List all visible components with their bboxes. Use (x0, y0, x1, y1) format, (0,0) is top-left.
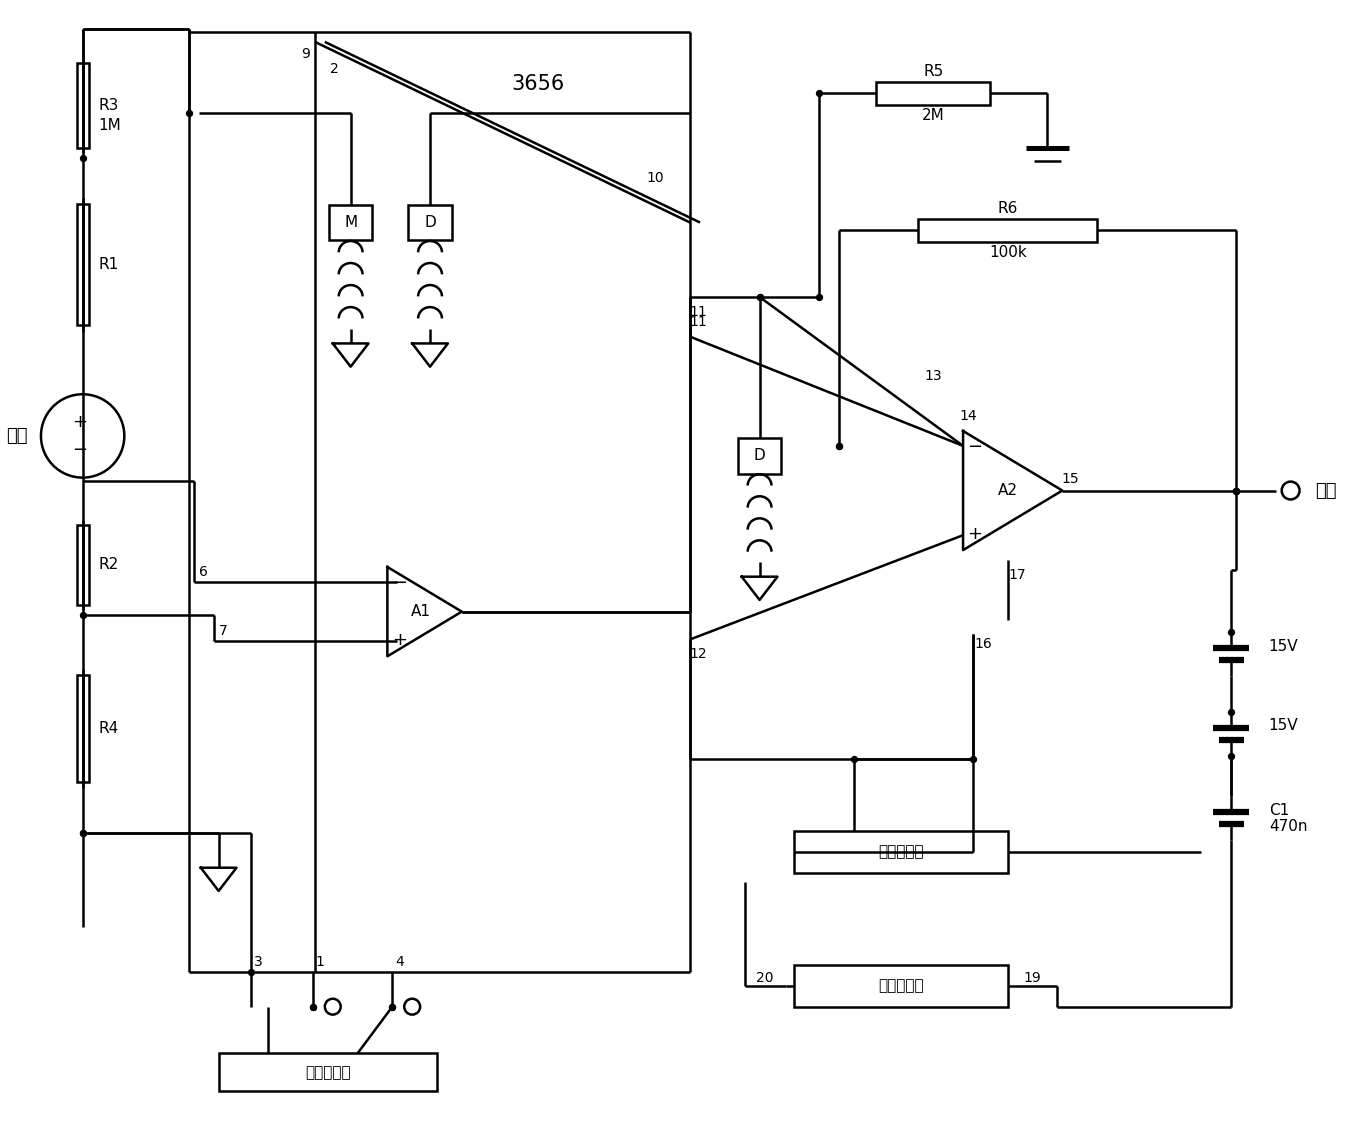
Text: D: D (754, 448, 765, 464)
Bar (408, 204, 452, 240)
Text: 14: 14 (959, 409, 976, 423)
Text: C1: C1 (1269, 803, 1289, 818)
Bar (77, 524, 88, 605)
Text: 输出: 输出 (1316, 482, 1336, 500)
Text: 16: 16 (974, 638, 991, 651)
Text: 输入: 输入 (7, 427, 28, 445)
Text: R6: R6 (998, 201, 1018, 216)
Text: −: − (967, 438, 983, 456)
Bar (876, 82, 990, 106)
Text: −: − (391, 574, 406, 592)
Bar (77, 204, 88, 325)
Text: +: + (391, 631, 406, 649)
Text: 20: 20 (756, 971, 773, 985)
Text: 3656: 3656 (512, 74, 565, 93)
Text: +: + (72, 413, 87, 431)
Text: R1: R1 (99, 257, 119, 272)
Text: 9: 9 (301, 47, 310, 61)
Text: 7: 7 (218, 624, 227, 639)
Text: R5: R5 (923, 64, 944, 79)
Text: R3: R3 (99, 99, 119, 113)
Text: 17: 17 (1009, 568, 1026, 582)
Text: 4: 4 (395, 955, 403, 969)
Bar (77, 675, 88, 783)
Text: D: D (424, 214, 436, 230)
Bar (795, 965, 1007, 1006)
Text: 1: 1 (315, 955, 325, 969)
Text: 470n: 470n (1269, 819, 1307, 833)
Text: R4: R4 (99, 721, 119, 737)
Text: 100k: 100k (988, 245, 1026, 259)
Text: +: + (968, 526, 983, 544)
Text: 2: 2 (330, 62, 338, 75)
Text: 脉冲发生器: 脉冲发生器 (879, 978, 923, 994)
Text: 15: 15 (1062, 472, 1079, 485)
Text: 输入级电源: 输入级电源 (305, 1065, 351, 1079)
Bar (329, 204, 372, 240)
Text: 输出级电源: 输出级电源 (879, 844, 923, 859)
Text: A1: A1 (410, 604, 431, 619)
Text: 1M: 1M (99, 118, 122, 134)
Text: A2: A2 (998, 483, 1018, 497)
Bar (77, 64, 88, 148)
Text: 3: 3 (255, 955, 263, 969)
Text: 11: 11 (689, 314, 707, 329)
Text: 13: 13 (925, 369, 942, 383)
Text: R2: R2 (99, 557, 119, 573)
Bar (738, 438, 781, 474)
Text: 2M: 2M (922, 108, 945, 122)
Text: 15V: 15V (1269, 719, 1298, 733)
Text: 15V: 15V (1269, 639, 1298, 654)
Text: 11: 11 (689, 304, 707, 319)
Text: −: − (72, 441, 87, 459)
Text: 6: 6 (199, 565, 207, 579)
Text: 10: 10 (647, 171, 665, 185)
Bar (918, 219, 1097, 243)
Text: 12: 12 (689, 647, 707, 661)
Bar (218, 1053, 437, 1092)
Bar (795, 831, 1007, 873)
Text: 19: 19 (1024, 971, 1041, 985)
Text: M: M (344, 214, 357, 230)
